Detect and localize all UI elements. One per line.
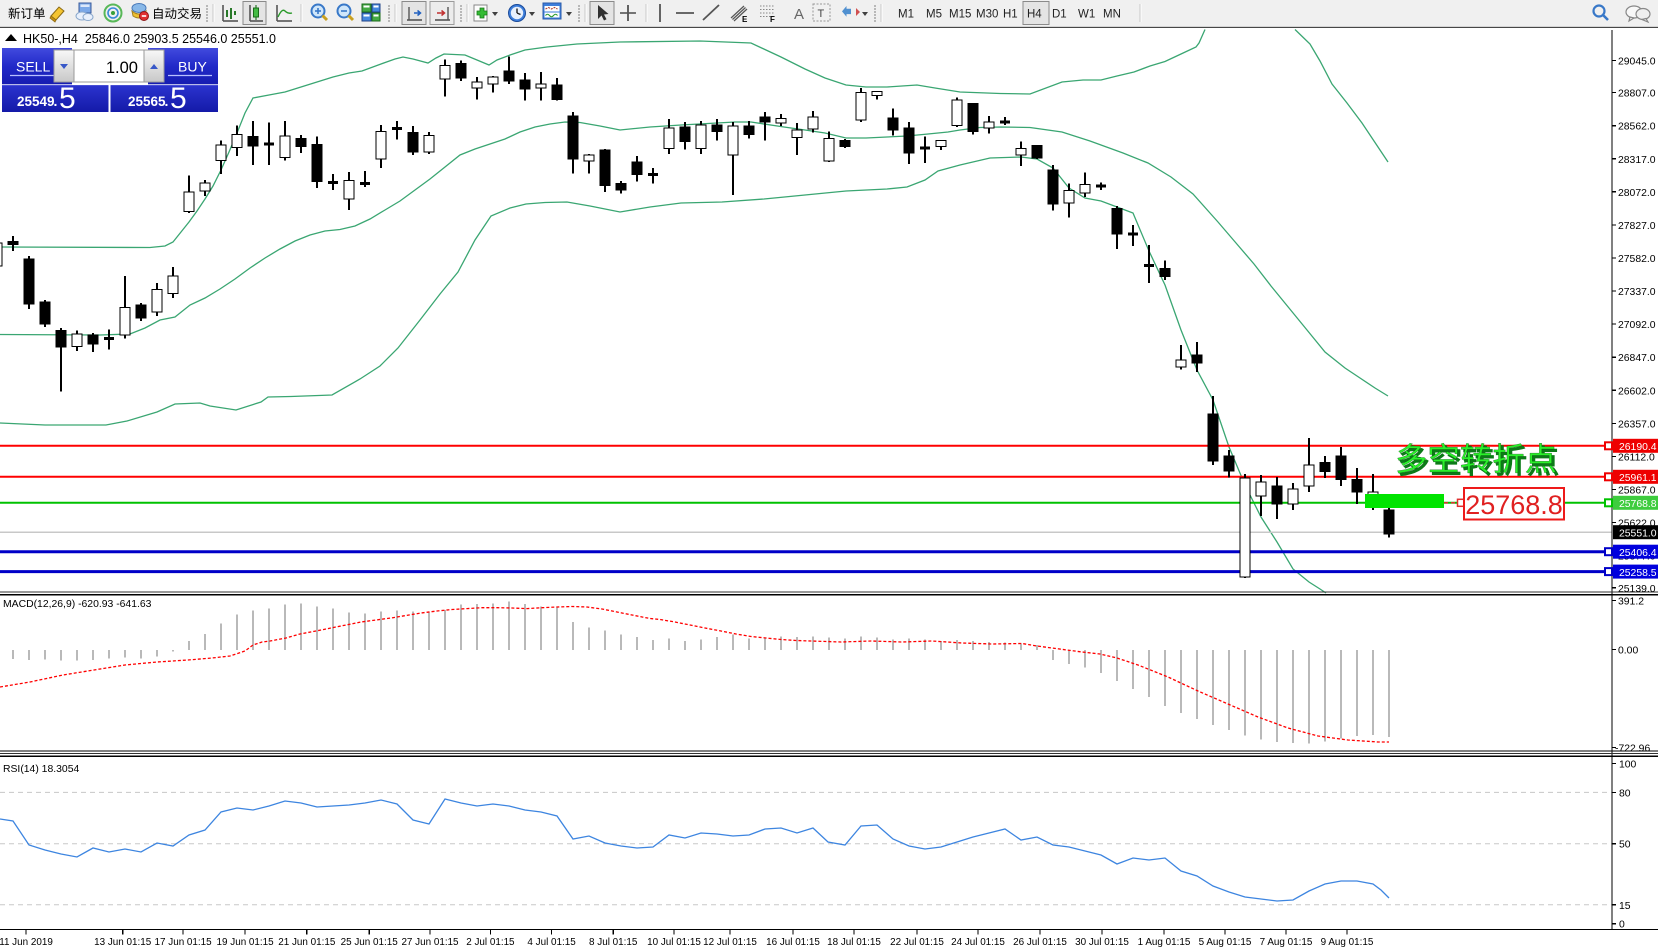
svg-text:25961.1: 25961.1: [1619, 473, 1657, 484]
svg-text:H1: H1: [1003, 9, 1018, 21]
svg-text:M5: M5: [926, 9, 942, 21]
svg-text:19 Jun 01:15: 19 Jun 01:15: [217, 937, 275, 948]
svg-text:25867.0: 25867.0: [1618, 486, 1656, 497]
svg-text:7 Aug 01:15: 7 Aug 01:15: [1260, 937, 1313, 948]
svg-text:28807.0: 28807.0: [1618, 89, 1656, 100]
svg-text:-722.96: -722.96: [1615, 744, 1650, 755]
svg-text:1.00: 1.00: [106, 59, 138, 77]
svg-text:M30: M30: [976, 9, 998, 21]
svg-text:30 Jul 01:15: 30 Jul 01:15: [1075, 937, 1129, 948]
svg-text:27582.0: 27582.0: [1618, 254, 1656, 265]
svg-text:W1: W1: [1078, 9, 1095, 21]
svg-text:.: .: [165, 93, 169, 109]
svg-text:21 Jun 01:15: 21 Jun 01:15: [278, 937, 336, 948]
svg-text:25768.8: 25768.8: [1619, 499, 1657, 510]
svg-text:MACD(12,26,9) -620.93 -641.63: MACD(12,26,9) -620.93 -641.63: [3, 599, 152, 610]
svg-text:RSI(14) 18.3054: RSI(14) 18.3054: [3, 764, 79, 775]
svg-text:BUY: BUY: [178, 59, 207, 75]
svg-text:17 Jun 01:15: 17 Jun 01:15: [155, 937, 213, 948]
svg-text:25406.4: 25406.4: [1619, 548, 1657, 559]
svg-text:H4: H4: [1027, 9, 1042, 21]
svg-text:27 Jun 01:15: 27 Jun 01:15: [401, 937, 459, 948]
svg-text:26112.0: 26112.0: [1618, 452, 1655, 463]
svg-text:D1: D1: [1052, 9, 1067, 21]
svg-text:0.00: 0.00: [1618, 646, 1638, 657]
svg-text:16 Jul 01:15: 16 Jul 01:15: [766, 937, 820, 948]
svg-text:27092.0: 27092.0: [1618, 320, 1656, 331]
svg-text:5: 5: [170, 82, 187, 112]
svg-text:10 Jul 01:15: 10 Jul 01:15: [647, 937, 701, 948]
svg-text:13 Jun 01:15: 13 Jun 01:15: [94, 937, 152, 948]
svg-text:25549: 25549: [17, 94, 55, 109]
svg-text:0: 0: [1619, 920, 1625, 931]
svg-text:25139.0: 25139.0: [1618, 584, 1656, 595]
svg-text:25622.0: 25622.0: [1618, 519, 1656, 530]
svg-text:391.2: 391.2: [1618, 597, 1644, 608]
svg-text:4 Jul 01:15: 4 Jul 01:15: [527, 937, 576, 948]
svg-text:26602.0: 26602.0: [1618, 386, 1656, 397]
svg-text:28072.0: 28072.0: [1618, 188, 1656, 199]
svg-text:M1: M1: [898, 9, 914, 21]
svg-text:28562.0: 28562.0: [1618, 122, 1656, 133]
svg-text:26357.0: 26357.0: [1618, 419, 1656, 430]
svg-text:25 Jun 01:15: 25 Jun 01:15: [341, 937, 399, 948]
svg-text:50: 50: [1619, 840, 1631, 851]
svg-text:26 Jul 01:15: 26 Jul 01:15: [1013, 937, 1067, 948]
svg-text:12 Jul 01:15: 12 Jul 01:15: [703, 937, 757, 948]
svg-text:24 Jul 01:15: 24 Jul 01:15: [951, 937, 1005, 948]
svg-text:M15: M15: [949, 9, 971, 21]
svg-text:26190.4: 26190.4: [1619, 442, 1657, 453]
svg-text:A: A: [794, 6, 804, 23]
svg-text:25768.8: 25768.8: [1465, 490, 1563, 520]
svg-text:27337.0: 27337.0: [1618, 287, 1656, 298]
svg-text:8 Jul 01:15: 8 Jul 01:15: [589, 937, 638, 948]
svg-text:E: E: [742, 15, 748, 24]
svg-text:T: T: [818, 8, 825, 20]
svg-text:18 Jul 01:15: 18 Jul 01:15: [827, 937, 881, 948]
svg-text:1 Aug 01:15: 1 Aug 01:15: [1138, 937, 1191, 948]
svg-text:22 Jul 01:15: 22 Jul 01:15: [890, 937, 944, 948]
svg-text:100: 100: [1619, 760, 1637, 771]
svg-text:25258.5: 25258.5: [1619, 568, 1657, 579]
svg-text:28317.0: 28317.0: [1618, 155, 1656, 166]
svg-text:MN: MN: [1103, 9, 1121, 21]
svg-text:SELL: SELL: [16, 59, 50, 75]
svg-text:5: 5: [59, 82, 76, 112]
svg-text:27827.0: 27827.0: [1618, 221, 1656, 232]
svg-text:F: F: [770, 15, 775, 24]
svg-text:25551.0: 25551.0: [1619, 528, 1657, 539]
svg-text:.: .: [54, 93, 58, 109]
svg-text:29045.0: 29045.0: [1618, 57, 1656, 68]
svg-text:15: 15: [1619, 901, 1631, 912]
svg-text:HK50-,H4 25846.0 25903.5 2554: HK50-,H4 25846.0 25903.5 25546.0 25551.0: [23, 32, 276, 46]
svg-text:5 Aug 01:15: 5 Aug 01:15: [1199, 937, 1252, 948]
svg-text:9 Aug 01:15: 9 Aug 01:15: [1321, 937, 1374, 948]
svg-text:26847.0: 26847.0: [1618, 353, 1656, 364]
svg-text:2 Jul 01:15: 2 Jul 01:15: [466, 937, 515, 948]
svg-text:11 Jun 2019: 11 Jun 2019: [0, 937, 53, 948]
svg-text:80: 80: [1619, 788, 1631, 799]
svg-text:25565: 25565: [128, 94, 166, 109]
